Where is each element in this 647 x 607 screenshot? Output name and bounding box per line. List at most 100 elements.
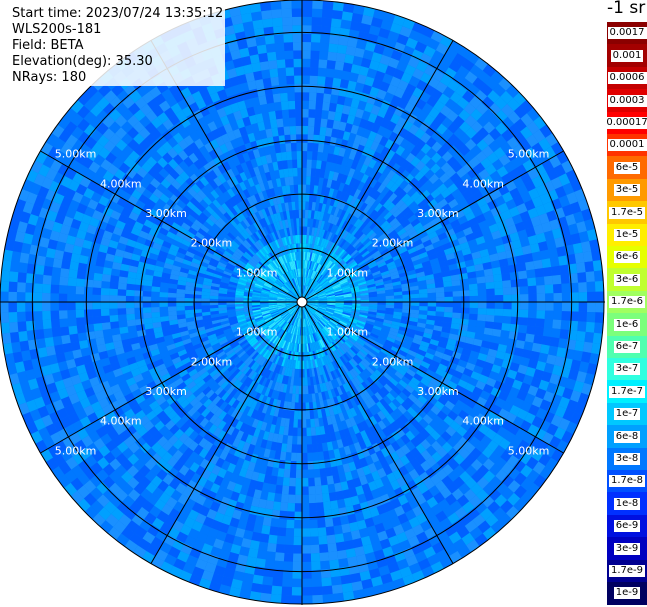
echo-cell: [318, 135, 326, 145]
echo-cell: [333, 360, 340, 369]
echo-cell: [519, 302, 529, 310]
echo-cell: [307, 209, 312, 219]
echo-cell: [252, 232, 260, 241]
echo-cell: [326, 306, 336, 309]
echo-cell: [260, 367, 267, 377]
echo-cell: [511, 286, 520, 295]
echo-cell: [350, 312, 360, 317]
echo-cell: [345, 244, 353, 253]
echo-cell: [296, 260, 299, 269]
echo-cell: [312, 282, 319, 290]
echo-cell: [353, 229, 362, 238]
echo-cell: [366, 318, 376, 323]
echo-cell: [239, 243, 248, 252]
echo-cell: [240, 272, 250, 279]
echo-cell: [338, 335, 346, 343]
echo-cell: [100, 302, 110, 310]
echo-cell: [289, 290, 296, 297]
echo-cell: [349, 262, 358, 270]
echo-cell: [277, 306, 286, 309]
echo-cell: [109, 308, 118, 316]
echo-cell: [318, 320, 326, 327]
echo-cell: [283, 273, 289, 282]
echo-cell: [290, 279, 296, 287]
echo-cell: [272, 326, 280, 334]
echo-cell: [265, 331, 273, 339]
echo-cell: [278, 347, 284, 357]
echo-cell: [352, 329, 362, 336]
echo-cell: [270, 324, 278, 332]
echo-cell: [324, 231, 331, 240]
echo-cell: [292, 427, 298, 437]
echo-cell: [260, 272, 269, 279]
echo-cell: [321, 316, 330, 323]
echo-cell: [494, 294, 504, 302]
echo-cell: [242, 268, 252, 275]
echo-cell: [293, 269, 297, 278]
echo-cell: [327, 363, 333, 373]
echo-cell: [335, 368, 342, 378]
echo-cell: [86, 264, 96, 273]
echo-cell: [277, 296, 286, 300]
echo-cell: [275, 327, 282, 336]
echo-cell: [323, 326, 331, 335]
echo-cell: [360, 294, 369, 298]
echo-cell: [318, 303, 328, 305]
echo-cell: [503, 294, 512, 302]
echo-cell: [306, 419, 311, 428]
echo-cell: [168, 310, 177, 317]
echo-cell: [271, 509, 281, 519]
echo-cell: [427, 287, 436, 294]
echo-cell: [303, 310, 305, 319]
echo-cell: [320, 279, 328, 286]
echo-cell: [356, 352, 365, 361]
echo-cell: [247, 260, 256, 268]
echo-cell: [383, 279, 393, 285]
echo-cell: [276, 347, 282, 356]
echo-cell: [527, 309, 537, 319]
echo-cell: [311, 368, 316, 377]
echo-cell: [332, 369, 339, 379]
echo-cell: [279, 320, 286, 328]
echo-cell: [352, 295, 361, 299]
echo-cell: [360, 235, 369, 244]
echo-cell: [285, 299, 294, 302]
echo-cell: [309, 502, 317, 512]
echo-cell: [319, 256, 325, 265]
echo-cell: [289, 477, 296, 487]
echo-cell: [304, 226, 308, 236]
echo-cell: [298, 268, 301, 277]
echo-cell: [312, 142, 319, 152]
echo-cell: [304, 277, 308, 286]
echo-cell: [321, 257, 328, 266]
echo-cell: [290, 289, 297, 296]
echo-cell: [293, 252, 297, 261]
echo-cell: [235, 290, 245, 294]
echo-cell: [306, 277, 310, 287]
echo-cell: [257, 276, 266, 283]
echo-cell: [350, 333, 359, 340]
echo-cell: [321, 338, 328, 347]
echo-cell: [321, 317, 329, 324]
echo-cell: [295, 117, 302, 126]
echo-cell: [367, 315, 376, 321]
echo-cell: [299, 260, 301, 269]
echo-cell: [287, 280, 294, 289]
echo-cell: [286, 304, 295, 309]
echo-cell: [327, 275, 336, 282]
echo-cell: [235, 308, 244, 312]
echo-cell: [346, 324, 355, 330]
echo-cell: [270, 251, 277, 260]
echo-cell: [238, 276, 248, 282]
echo-cell: [314, 312, 322, 319]
echo-cell: [302, 83, 310, 93]
echo-cell: [436, 302, 445, 307]
echo-cell: [310, 168, 317, 177]
echo-cell: [500, 265, 510, 274]
echo-cell: [316, 274, 323, 283]
echo-cell: [67, 317, 77, 327]
echo-cell: [333, 235, 340, 244]
echo-cell: [344, 327, 353, 334]
echo-cell: [347, 322, 356, 328]
echo-cell: [368, 291, 378, 295]
